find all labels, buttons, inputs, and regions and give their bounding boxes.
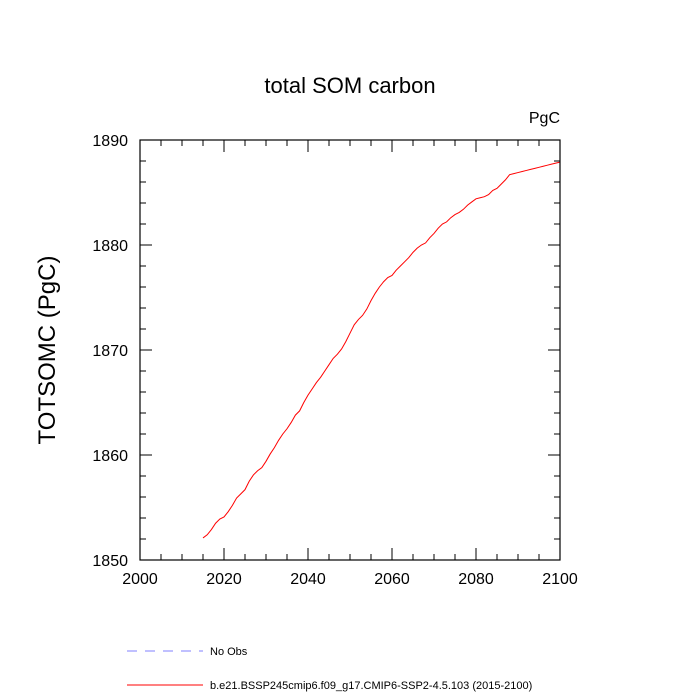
series-line — [202, 161, 560, 539]
x-tick-label: 2080 — [458, 571, 494, 588]
x-tick-label: 2100 — [542, 571, 578, 588]
y-tick-label: 1870 — [92, 343, 128, 360]
x-tick-label: 2060 — [374, 571, 410, 588]
y-tick-label: 1860 — [92, 448, 128, 465]
legend-label-no-obs: No Obs — [210, 646, 248, 658]
units-label: PgC — [529, 110, 560, 127]
y-tick-label: 1850 — [92, 553, 128, 570]
legend-label-series: b.e21.BSSP245cmip6.f09_g17.CMIP6-SSP2-4.… — [210, 680, 532, 692]
axis-tick-labels: 2000 2020 2040 2060 2080 2100 1850 1860 1870 1880… — [92, 133, 577, 588]
chart-title: total SOM carbon — [264, 73, 435, 98]
x-tick-label: 2000 — [122, 571, 158, 588]
y-axis-label: TOTSOMC (PgC) — [34, 256, 61, 445]
series-layer — [202, 161, 560, 539]
plot-frame — [139, 139, 561, 561]
y-tick-label: 1890 — [92, 133, 128, 150]
x-tick-label: 2020 — [206, 571, 242, 588]
axis-ticks — [139, 139, 561, 561]
legend: No Obs b.e21.BSSP245cmip6.f09_g17.CMIP6-… — [127, 646, 532, 692]
x-tick-label: 2040 — [290, 571, 326, 588]
y-tick-label: 1880 — [92, 238, 128, 255]
